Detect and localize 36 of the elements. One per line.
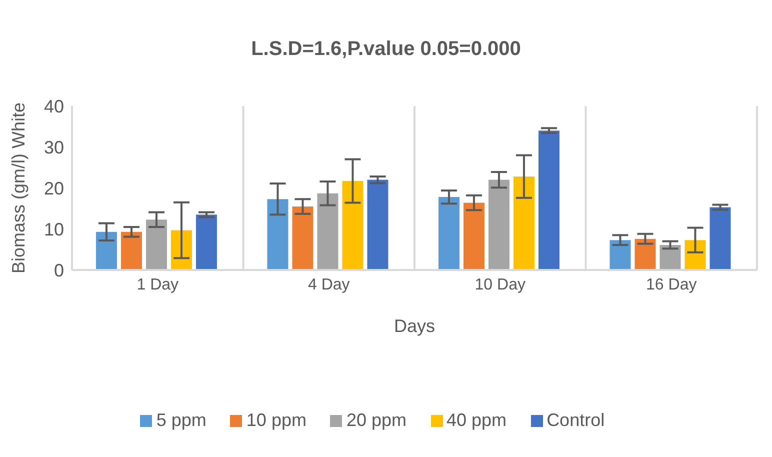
bar xyxy=(120,232,142,270)
bar xyxy=(513,176,534,270)
y-tick-label: 0 xyxy=(54,260,64,280)
x-tick-label: 4 Day xyxy=(308,276,350,294)
legend-label: 40 ppm xyxy=(446,410,507,430)
legend-label: Control xyxy=(546,410,605,430)
y-tick-label: 30 xyxy=(44,137,64,158)
bar xyxy=(538,130,560,270)
bar xyxy=(96,232,117,270)
bar xyxy=(342,181,364,270)
bar xyxy=(684,240,706,270)
legend-label: 10 ppm xyxy=(246,410,306,430)
bar xyxy=(710,207,731,270)
legend-label: 5 ppm xyxy=(156,410,206,430)
x-tick-label: 1 Day xyxy=(136,276,179,294)
bar xyxy=(488,180,510,270)
chart-title: L.S.D=1.6,P.value 0.05=0.000 xyxy=(250,38,522,61)
y-tick-label: 40 xyxy=(44,96,64,116)
bar xyxy=(438,197,460,270)
x-tick-label: 16 Day xyxy=(646,276,697,294)
legend-label: 20 ppm xyxy=(346,410,407,430)
bar xyxy=(463,202,484,270)
bar xyxy=(610,240,631,270)
y-tick-label: 10 xyxy=(44,219,64,240)
x-tick-label: 10 Day xyxy=(474,276,526,294)
bar xyxy=(634,238,656,270)
bar xyxy=(660,244,681,270)
y-tick-label: 20 xyxy=(44,178,64,198)
bar xyxy=(367,180,388,270)
x-axis-title: Days xyxy=(394,316,436,336)
bar xyxy=(267,199,288,270)
bar xyxy=(196,214,217,270)
bar xyxy=(146,220,167,270)
bar xyxy=(317,193,338,270)
y-axis-title: Biomass (gm/l) White xyxy=(8,102,28,274)
bar xyxy=(292,206,314,270)
